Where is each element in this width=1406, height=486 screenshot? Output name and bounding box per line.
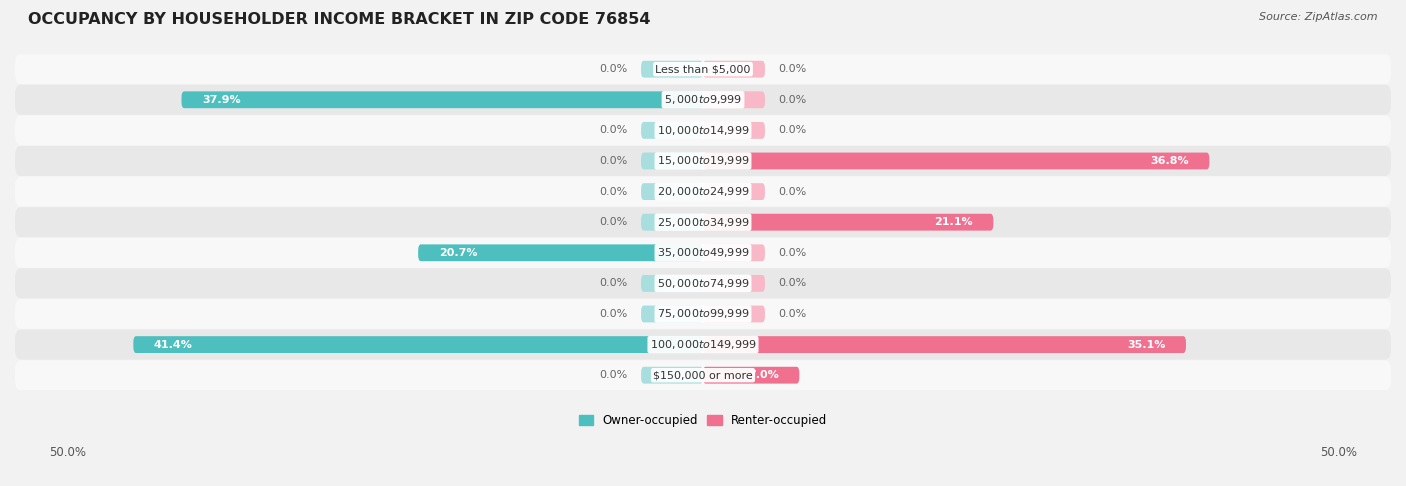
FancyBboxPatch shape: [703, 244, 765, 261]
FancyBboxPatch shape: [15, 360, 1391, 390]
Legend: Owner-occupied, Renter-occupied: Owner-occupied, Renter-occupied: [574, 409, 832, 432]
Text: 35.1%: 35.1%: [1128, 340, 1166, 349]
Text: Less than $5,000: Less than $5,000: [655, 64, 751, 74]
Text: $100,000 to $149,999: $100,000 to $149,999: [650, 338, 756, 351]
FancyBboxPatch shape: [641, 153, 703, 170]
FancyBboxPatch shape: [641, 214, 703, 230]
FancyBboxPatch shape: [703, 61, 765, 78]
FancyBboxPatch shape: [15, 176, 1391, 207]
FancyBboxPatch shape: [15, 299, 1391, 329]
FancyBboxPatch shape: [15, 146, 1391, 176]
FancyBboxPatch shape: [703, 275, 765, 292]
Text: 21.1%: 21.1%: [934, 217, 973, 227]
Text: $25,000 to $34,999: $25,000 to $34,999: [657, 216, 749, 229]
FancyBboxPatch shape: [641, 122, 703, 139]
Text: 0.0%: 0.0%: [779, 278, 807, 288]
FancyBboxPatch shape: [134, 336, 703, 353]
FancyBboxPatch shape: [703, 183, 765, 200]
FancyBboxPatch shape: [15, 207, 1391, 237]
FancyBboxPatch shape: [181, 91, 703, 108]
Text: $150,000 or more: $150,000 or more: [654, 370, 752, 380]
Text: $35,000 to $49,999: $35,000 to $49,999: [657, 246, 749, 260]
FancyBboxPatch shape: [703, 336, 1187, 353]
FancyBboxPatch shape: [703, 367, 800, 383]
Text: $5,000 to $9,999: $5,000 to $9,999: [664, 93, 742, 106]
Text: 0.0%: 0.0%: [599, 217, 627, 227]
FancyBboxPatch shape: [641, 183, 703, 200]
Text: OCCUPANCY BY HOUSEHOLDER INCOME BRACKET IN ZIP CODE 76854: OCCUPANCY BY HOUSEHOLDER INCOME BRACKET …: [28, 12, 651, 27]
FancyBboxPatch shape: [641, 275, 703, 292]
Text: 0.0%: 0.0%: [599, 309, 627, 319]
Text: 0.0%: 0.0%: [599, 370, 627, 380]
Text: 0.0%: 0.0%: [779, 95, 807, 105]
Text: 36.8%: 36.8%: [1150, 156, 1188, 166]
FancyBboxPatch shape: [703, 122, 765, 139]
Text: 0.0%: 0.0%: [599, 187, 627, 196]
Text: $10,000 to $14,999: $10,000 to $14,999: [657, 124, 749, 137]
FancyBboxPatch shape: [641, 61, 703, 78]
Text: 37.9%: 37.9%: [202, 95, 240, 105]
Text: 0.0%: 0.0%: [779, 125, 807, 136]
FancyBboxPatch shape: [703, 306, 765, 322]
FancyBboxPatch shape: [703, 153, 1209, 170]
FancyBboxPatch shape: [15, 268, 1391, 298]
FancyBboxPatch shape: [641, 306, 703, 322]
Text: 0.0%: 0.0%: [779, 309, 807, 319]
Text: 7.0%: 7.0%: [748, 370, 779, 380]
FancyBboxPatch shape: [703, 91, 765, 108]
Text: 0.0%: 0.0%: [599, 278, 627, 288]
FancyBboxPatch shape: [15, 115, 1391, 145]
Text: 0.0%: 0.0%: [599, 64, 627, 74]
Text: 0.0%: 0.0%: [779, 64, 807, 74]
Text: $50,000 to $74,999: $50,000 to $74,999: [657, 277, 749, 290]
Text: $15,000 to $19,999: $15,000 to $19,999: [657, 155, 749, 168]
Text: 0.0%: 0.0%: [599, 156, 627, 166]
Text: 50.0%: 50.0%: [1320, 446, 1357, 459]
Text: 50.0%: 50.0%: [49, 446, 86, 459]
Text: 0.0%: 0.0%: [779, 248, 807, 258]
Text: 0.0%: 0.0%: [599, 125, 627, 136]
Text: 0.0%: 0.0%: [779, 187, 807, 196]
FancyBboxPatch shape: [418, 244, 703, 261]
Text: $20,000 to $24,999: $20,000 to $24,999: [657, 185, 749, 198]
FancyBboxPatch shape: [15, 330, 1391, 360]
FancyBboxPatch shape: [703, 214, 993, 230]
Text: Source: ZipAtlas.com: Source: ZipAtlas.com: [1260, 12, 1378, 22]
FancyBboxPatch shape: [15, 54, 1391, 84]
Text: 41.4%: 41.4%: [155, 340, 193, 349]
Text: 20.7%: 20.7%: [439, 248, 477, 258]
FancyBboxPatch shape: [15, 238, 1391, 268]
Text: $75,000 to $99,999: $75,000 to $99,999: [657, 308, 749, 320]
FancyBboxPatch shape: [15, 85, 1391, 115]
FancyBboxPatch shape: [641, 367, 703, 383]
